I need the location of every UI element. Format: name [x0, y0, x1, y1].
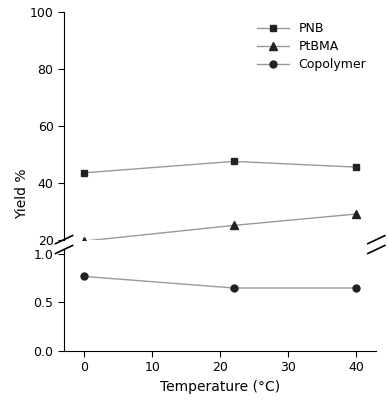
PNB	[82, 170, 87, 175]
Legend: PNB, PtBMA, Copolymer: PNB, PtBMA, Copolymer	[254, 19, 370, 75]
Line: PtBMA: PtBMA	[80, 210, 360, 245]
X-axis label: Temperature (°C): Temperature (°C)	[160, 380, 280, 394]
Line: Copolymer: Copolymer	[81, 273, 359, 291]
Line: PNB: PNB	[81, 158, 359, 176]
PtBMA	[231, 223, 236, 228]
PNB	[354, 165, 359, 170]
Copolymer	[82, 274, 87, 279]
PtBMA	[82, 239, 87, 243]
PNB	[231, 159, 236, 164]
Copolymer	[231, 286, 236, 291]
Copolymer	[354, 286, 359, 291]
Text: Yield %: Yield %	[16, 168, 29, 219]
PtBMA	[354, 212, 359, 216]
